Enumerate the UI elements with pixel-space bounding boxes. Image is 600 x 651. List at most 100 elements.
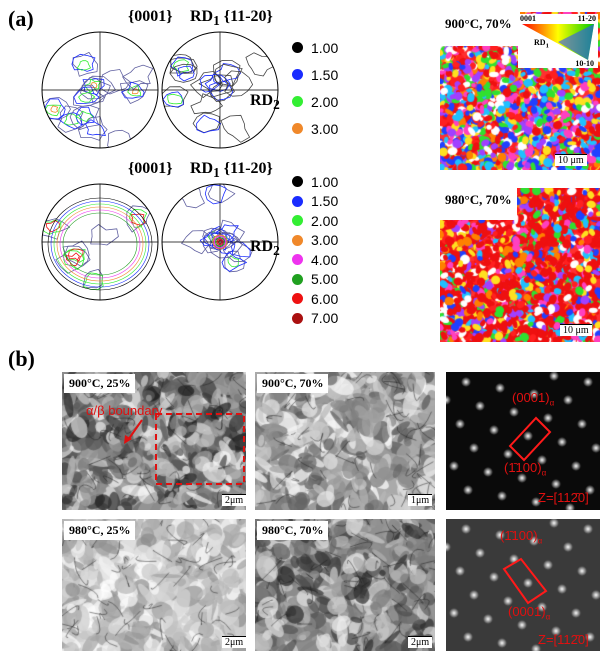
contour-line (196, 114, 221, 134)
contour-line (78, 91, 96, 103)
contour-line (223, 237, 253, 263)
contour-line (245, 52, 278, 77)
contour-line (204, 184, 227, 205)
rd2-sub: 2 (273, 97, 280, 113)
rd2-label-row1: RD2 (250, 92, 280, 113)
legend-item: 6.00 (292, 289, 338, 309)
legend-item: 3.00 (292, 231, 338, 251)
contour-line (63, 250, 85, 270)
contour-line (71, 53, 96, 72)
contour-line (65, 252, 80, 267)
contour-line (127, 84, 142, 97)
contour-line (83, 272, 104, 291)
zone-axis-label: Z=[112̄0] (538, 490, 589, 505)
pole-figures-row2 (41, 183, 279, 301)
arrow-head-icon (124, 435, 132, 444)
pf-1120-title-row2: RD1 {11-20} (190, 160, 273, 181)
contour-line (75, 110, 94, 122)
pf-0001-title-row2: {0001} (128, 160, 173, 177)
contour-line (42, 97, 71, 121)
spot-label-0001: (0001)α (508, 604, 550, 622)
contour-line (214, 63, 241, 83)
contour-line (53, 203, 147, 285)
tem-label: 980°C, 70% (257, 521, 329, 540)
contour-line (85, 119, 106, 136)
rd2: RD (250, 92, 274, 109)
contour-line (169, 56, 193, 77)
sub: α (537, 536, 543, 546)
saed-unit-cell (502, 557, 548, 605)
legend-swatch (292, 312, 303, 324)
ipf-rd1: RD1 (534, 38, 549, 50)
contour-line (132, 88, 139, 95)
panel-a-label: (a) (8, 6, 34, 31)
contour-line (68, 248, 84, 262)
tem-image-900c-70 (255, 372, 435, 510)
legend-item: 1.00 (292, 34, 338, 61)
tem-label: 900°C, 25% (64, 374, 136, 393)
spot: (1̄100) (504, 460, 542, 475)
scale-bar-ebsd-980c: 10 μm (560, 324, 592, 336)
legend-value: 1.00 (311, 39, 339, 56)
ebsd-label-900c: 900°C, 70% (440, 12, 520, 46)
contour-line (56, 206, 144, 282)
rd2-label-row2: RD2 (250, 238, 280, 259)
legend-value: 7.00 (311, 310, 339, 327)
saed-unit-cell (508, 416, 552, 462)
plane: {11-20} (223, 160, 273, 177)
rd1: RD (190, 8, 214, 25)
contour-line (78, 116, 108, 141)
legend-value: 3.00 (311, 232, 339, 249)
spot-label-1-100: (1̄100)α (500, 528, 542, 546)
contour-line (198, 74, 234, 98)
zone-axis-label: Z=[112̄0] (538, 632, 589, 647)
contour-line (42, 98, 66, 120)
spot: (0001) (508, 604, 546, 619)
contour-line (224, 70, 253, 97)
legend-row1: 1.00 1.50 2.00 3.00 (292, 34, 338, 142)
contour-line (224, 250, 245, 273)
saed-pattern-top (446, 372, 600, 510)
legend-value: 4.00 (311, 251, 339, 268)
contour-line (162, 86, 189, 108)
legend-swatch (292, 69, 303, 80)
contour-line (213, 235, 227, 249)
legend-item: 4.00 (292, 250, 338, 270)
contour-line (208, 232, 243, 259)
legend-value: 3.00 (311, 120, 339, 137)
sub: α (545, 612, 551, 622)
legend-item: 1.50 (292, 61, 338, 88)
alpha-beta-boundary-annotation: α/β boundary (86, 403, 163, 418)
contour-line (45, 220, 60, 233)
tem-label: 980°C, 25% (64, 521, 136, 540)
legend-swatch (292, 42, 303, 53)
contour-line (211, 237, 236, 254)
saed-pattern-bottom (446, 519, 600, 651)
contour-line (215, 237, 225, 247)
legend-swatch (292, 234, 303, 246)
legend-swatch (292, 215, 303, 227)
contour-line (107, 129, 131, 148)
contour-line (130, 213, 146, 226)
contour-line (59, 209, 141, 279)
legend-swatch (292, 293, 303, 305)
contour-line (62, 212, 138, 276)
rd1-sub: 1 (213, 13, 220, 29)
pf-1120-title-row1: RD1 {11-20} (190, 8, 273, 29)
scale-bar: 2μm (222, 636, 247, 648)
contour-line (121, 81, 145, 99)
arrow-icon (127, 419, 143, 441)
spot: (0001) (512, 390, 550, 405)
contour-line (50, 200, 150, 288)
pf-0001-title-row1: {0001} (128, 8, 173, 25)
contour-line (76, 60, 91, 71)
legend-item: 2.00 (292, 88, 338, 115)
contour-line (50, 105, 59, 113)
ipf-10-10: 10-10 (575, 59, 594, 68)
legend-item: 5.00 (292, 270, 338, 290)
contour-line (62, 240, 90, 267)
contour-line (212, 234, 228, 250)
legend-row2: 1.00 1.50 2.00 3.00 4.00 5.00 6.00 7.00 (292, 172, 338, 328)
contour-line (80, 77, 111, 100)
